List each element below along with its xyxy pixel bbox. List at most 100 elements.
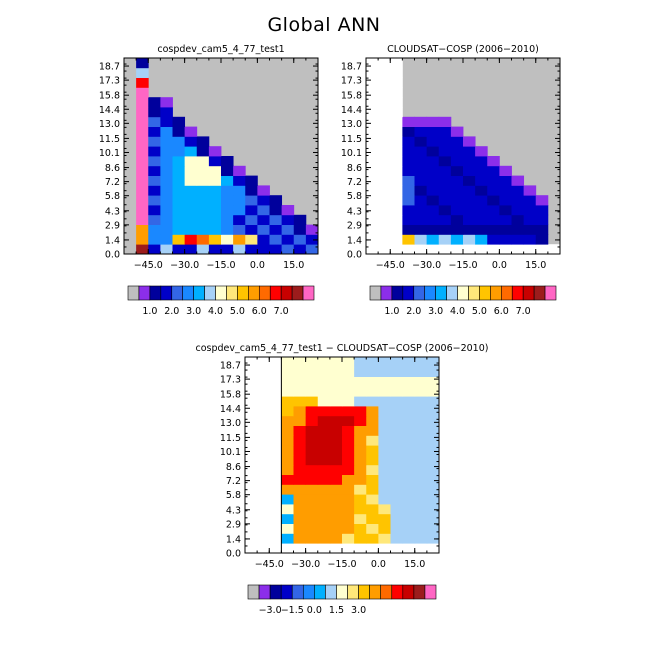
colorbar-swatch	[302, 584, 315, 600]
colorbar-swatch	[380, 584, 393, 600]
heat-cell	[196, 205, 210, 216]
heat-cell	[269, 484, 282, 495]
heat-cell	[329, 415, 343, 426]
heat-cell	[305, 523, 319, 534]
heat-cell	[547, 244, 561, 255]
colorbar-swatch	[226, 285, 238, 301]
heat-cell	[438, 175, 452, 186]
heat-cell	[329, 386, 343, 397]
colorbar-swatch	[269, 584, 282, 600]
colorbar-swatch	[380, 285, 393, 301]
x-tick-label: 0.0	[492, 260, 507, 271]
heat-cell	[438, 244, 452, 255]
x-tick-label: −15.0	[206, 260, 235, 271]
heat-cell	[354, 366, 367, 377]
y-tick-label: 5.8	[347, 191, 362, 202]
heat-cell	[390, 513, 404, 524]
heat-cell	[390, 224, 403, 235]
heat-cell	[402, 543, 416, 554]
panel-3: cospdev_cam5_4_77_test1 − CLOUDSAT−COSP …	[196, 343, 489, 616]
heat-cell	[354, 513, 367, 524]
heat-cell	[136, 224, 149, 235]
heat-cell	[245, 205, 258, 216]
heat-cell	[293, 396, 307, 407]
colorbar-swatch	[280, 285, 293, 301]
heat-cell	[414, 357, 428, 368]
heat-cell	[305, 494, 319, 505]
colorbar-label: 7.0	[274, 306, 289, 317]
heat-cell	[390, 425, 404, 436]
heat-cell	[245, 224, 258, 235]
heat-cell	[390, 386, 404, 397]
heat-cell	[402, 464, 416, 475]
heat-cell	[366, 67, 379, 78]
heat-cell	[378, 214, 391, 225]
heat-cell	[293, 357, 307, 368]
heat-cell	[438, 156, 452, 167]
heat-cell	[208, 205, 222, 216]
heat-cell	[160, 136, 173, 147]
colorbar-swatch	[424, 584, 437, 600]
heat-cell	[269, 195, 283, 206]
heat-cell	[329, 445, 343, 456]
heat-cell	[499, 234, 512, 245]
y-tick-label: 2.9	[105, 220, 120, 231]
panel-title: cospdev_cam5_4_77_test1	[157, 44, 284, 55]
heat-cell	[426, 156, 440, 167]
heat-cell	[402, 494, 416, 505]
heat-cell	[463, 224, 476, 235]
heat-cell	[329, 474, 343, 485]
y-tick-label: 4.3	[347, 206, 362, 217]
heat-cell	[342, 445, 355, 456]
heat-cell	[342, 435, 355, 446]
heat-cell	[366, 504, 379, 515]
heat-cell	[317, 396, 331, 407]
heat-cell	[172, 165, 186, 176]
heat-cell	[463, 175, 476, 186]
heat-cell	[233, 185, 246, 196]
heat-cell	[426, 386, 440, 397]
heat-cell	[245, 386, 258, 397]
heat-cell	[414, 533, 428, 544]
heat-cell	[233, 214, 246, 225]
heat-cell	[402, 504, 416, 515]
heat-cell	[414, 156, 428, 167]
heat-cell	[317, 366, 331, 377]
heat-cell	[402, 415, 416, 426]
heat-cell	[426, 376, 440, 387]
heat-cell	[208, 146, 222, 157]
heat-cell	[329, 484, 343, 495]
heat-cell	[208, 175, 222, 186]
heat-cell	[160, 126, 173, 137]
colorbar-label: 1.0	[142, 306, 157, 317]
heat-cell	[269, 357, 282, 368]
heat-cell	[402, 513, 416, 524]
heat-cell	[329, 464, 343, 475]
heat-cell	[378, 205, 391, 216]
heat-cell	[402, 484, 416, 495]
colorbar-swatch	[522, 285, 535, 301]
heat-cell	[378, 77, 391, 88]
heat-cell	[184, 126, 198, 137]
colorbar-swatch	[302, 285, 315, 301]
heat-cell	[354, 415, 367, 426]
heat-cell	[257, 244, 270, 255]
y-tick-label: 14.4	[99, 105, 120, 116]
heat-cell	[390, 107, 403, 118]
heat-cell	[487, 175, 500, 186]
heat-cell	[366, 455, 379, 466]
heat-cell	[160, 146, 173, 157]
heat-cell	[136, 234, 149, 245]
heat-cell	[245, 214, 258, 225]
heat-cell	[148, 244, 161, 255]
heat-cell	[160, 116, 173, 127]
heat-cell	[511, 205, 525, 216]
heat-cell	[281, 523, 294, 534]
heat-cell	[148, 224, 161, 235]
heat-cell	[390, 474, 404, 485]
heat-cell	[390, 116, 403, 127]
heat-cell	[390, 464, 404, 475]
colorbar-swatch	[280, 584, 293, 600]
heat-cell	[342, 543, 355, 554]
heat-cell	[148, 146, 161, 157]
